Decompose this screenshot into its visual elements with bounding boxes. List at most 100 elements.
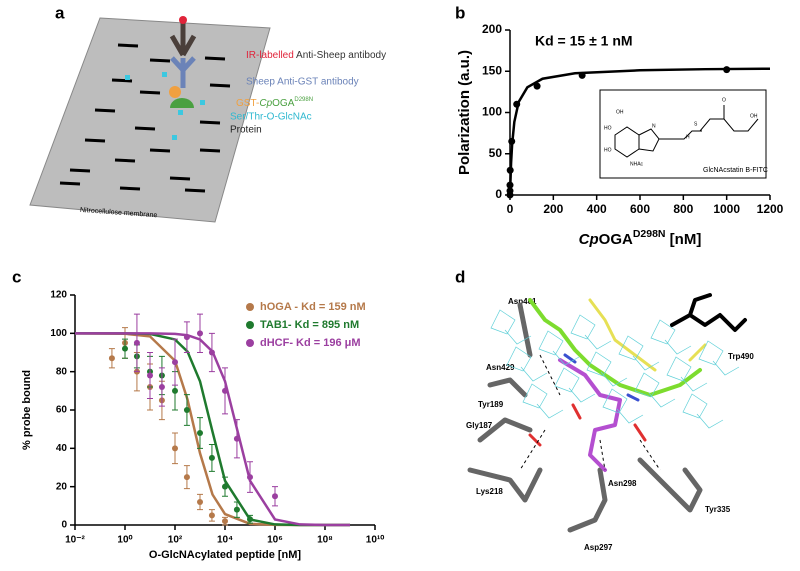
- atom: NHAc: [630, 161, 644, 167]
- x-tick-label: 10⁸: [317, 535, 333, 546]
- glcnac-site: [125, 75, 130, 80]
- residue-label: Asn429: [486, 363, 515, 372]
- dash: [184, 188, 206, 193]
- x-axis-label-part: [nM]: [666, 231, 702, 248]
- residue-label: Tyr189: [478, 400, 504, 409]
- point: [197, 499, 203, 505]
- atom: HO: [604, 147, 612, 153]
- dash: [149, 58, 171, 63]
- sheep-antibody-label: Sheep Anti-GST antibody: [246, 77, 359, 88]
- x-tick-label: 400: [587, 202, 607, 216]
- atom: O: [722, 97, 726, 103]
- dash: [169, 176, 191, 181]
- dash: [204, 56, 226, 61]
- density-mesh: [634, 372, 676, 408]
- x-tick-label: 600: [630, 202, 650, 216]
- annotation: Kd = 15 ± 1 nM: [535, 33, 633, 49]
- point: [513, 100, 521, 108]
- molecule: [614, 105, 759, 158]
- y-axis-label: Polarization (a.u.): [456, 50, 473, 175]
- point: [247, 474, 253, 481]
- stick: [670, 293, 747, 332]
- point: [158, 384, 165, 390]
- point: [208, 349, 215, 356]
- y-tick-label: 20: [56, 481, 68, 492]
- point: [533, 82, 541, 90]
- density-mesh: [522, 383, 564, 419]
- hbond: [519, 429, 546, 471]
- density-mesh: [554, 367, 596, 403]
- legend-marker: [246, 303, 254, 311]
- atom: H: [686, 134, 690, 140]
- x-tick-label: 10⁶: [267, 535, 283, 546]
- point: [172, 445, 178, 452]
- legend-marker: [246, 321, 254, 329]
- point: [122, 345, 128, 352]
- x-tick-label: 10¹⁰: [366, 535, 384, 546]
- panel-label: a: [55, 3, 65, 22]
- density-mesh: [682, 393, 724, 429]
- point: [208, 512, 215, 519]
- point: [208, 454, 215, 461]
- x-tick-label: 10⁰: [117, 535, 132, 546]
- dash: [111, 78, 133, 83]
- atom: N: [652, 123, 656, 129]
- stick: [637, 457, 703, 513]
- x-axis-label-part: D298N: [633, 228, 666, 240]
- panel-label: b: [455, 3, 465, 22]
- hbond: [539, 354, 561, 396]
- point: [108, 355, 115, 362]
- stick: [517, 302, 533, 358]
- y-tick-label: 200: [482, 22, 502, 36]
- point: [133, 339, 140, 346]
- stick: [588, 298, 707, 372]
- dash: [69, 168, 91, 173]
- atom: S: [694, 121, 698, 127]
- y-tick-label: 100: [50, 328, 67, 339]
- dash: [119, 186, 141, 191]
- x-tick-label: 200: [543, 202, 563, 216]
- point: [222, 483, 228, 490]
- density-mesh: [666, 356, 708, 392]
- density-mesh: [650, 319, 692, 355]
- dash: [199, 148, 221, 153]
- panel-label: c: [12, 267, 21, 286]
- density-mesh: [602, 388, 644, 424]
- glcnac-site: [162, 72, 167, 77]
- dash: [117, 43, 139, 48]
- density-mesh: [586, 351, 628, 387]
- residue-label: Asp297: [584, 543, 613, 552]
- dash: [94, 108, 116, 113]
- density-mesh: [618, 335, 660, 371]
- y-tick-label: 120: [50, 290, 67, 301]
- y-tick-label: 80: [56, 366, 68, 377]
- dash: [84, 138, 106, 143]
- stick: [567, 467, 608, 533]
- stick: [467, 467, 543, 503]
- point: [272, 493, 278, 500]
- x-tick-label: 0: [507, 202, 514, 216]
- stick: [563, 353, 640, 402]
- point: [506, 187, 514, 195]
- dash: [199, 120, 221, 125]
- point: [197, 430, 203, 436]
- ir-label: [179, 16, 187, 24]
- point: [183, 334, 190, 341]
- hbond: [599, 439, 606, 471]
- point: [172, 359, 178, 366]
- residue-label: Asn298: [608, 479, 637, 488]
- stick: [528, 403, 647, 447]
- glcnac: [178, 110, 183, 115]
- protein: [170, 98, 194, 108]
- legend-label: hOGA - Kd = 159 nM: [260, 301, 366, 313]
- y-tick-label: 150: [482, 63, 502, 77]
- legend-marker: [246, 339, 254, 347]
- glcnac-site: [200, 100, 205, 105]
- stick: [528, 298, 702, 397]
- dash: [134, 126, 156, 131]
- panel-label: d: [455, 267, 465, 286]
- density-mesh: [490, 309, 532, 345]
- density-mesh: [698, 340, 740, 376]
- stick: [487, 377, 528, 398]
- x-tick-label: 1000: [713, 202, 740, 216]
